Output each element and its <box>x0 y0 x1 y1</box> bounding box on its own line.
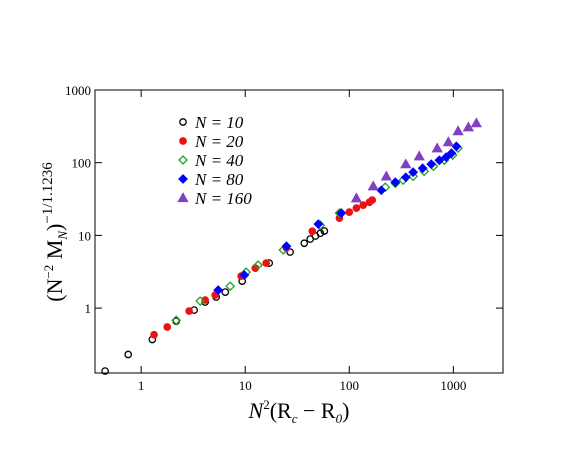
point <box>441 152 452 163</box>
point <box>320 227 329 235</box>
point <box>400 158 412 169</box>
x-axis-label-part: (R <box>270 398 292 423</box>
point <box>417 163 428 174</box>
point <box>408 167 419 178</box>
point <box>400 172 411 183</box>
point <box>350 192 362 203</box>
point <box>380 170 392 181</box>
x-tick-label: 1 <box>138 378 145 393</box>
point <box>313 219 324 230</box>
x-tick-label: 1000 <box>440 378 466 393</box>
legend-marker <box>179 118 187 126</box>
point <box>101 367 109 375</box>
point <box>308 227 317 236</box>
point <box>431 142 443 153</box>
x-axis-label-part: ) <box>342 398 349 423</box>
y-axis-label-part: −2 <box>41 265 56 279</box>
x-axis-label: N2(Rc − R0) <box>248 397 350 426</box>
point <box>239 270 250 281</box>
y-axis-label-part: ) <box>42 224 67 231</box>
point <box>185 307 193 315</box>
x-axis-label-part: − R <box>298 398 336 423</box>
point <box>163 323 172 331</box>
point <box>368 196 377 204</box>
point <box>390 177 401 188</box>
point <box>376 185 387 196</box>
point <box>221 288 230 296</box>
legend-label: N = 40 <box>194 151 244 170</box>
x-axis-label-part: 0 <box>336 411 343 426</box>
x-axis-label-part: c <box>292 411 298 426</box>
point <box>470 117 483 128</box>
point <box>446 148 457 159</box>
y-tick-label: 1000 <box>65 83 91 98</box>
point <box>262 259 271 267</box>
y-axis-label-part: −1/1.1236 <box>40 162 56 224</box>
x-tick-label: 100 <box>340 378 360 393</box>
point <box>380 182 391 193</box>
point <box>352 204 361 213</box>
point <box>225 281 236 292</box>
y-tick-label: 100 <box>72 156 92 171</box>
point <box>253 260 264 271</box>
y-tick-label: 10 <box>78 228 91 243</box>
point <box>408 171 419 182</box>
point <box>345 208 354 216</box>
point <box>367 180 379 191</box>
legend-label: N = 160 <box>194 189 252 208</box>
legend-label: N = 80 <box>194 170 244 189</box>
x-tick-label: 10 <box>239 378 252 393</box>
legend-marker <box>179 137 187 145</box>
y-axis-label-part: (N <box>42 278 67 301</box>
y-axis-label-part: M <box>42 240 67 265</box>
point <box>124 350 133 359</box>
point <box>300 239 309 248</box>
point <box>462 121 475 132</box>
plot-frame <box>94 89 504 374</box>
point <box>434 155 445 166</box>
legend-label: N = 10 <box>194 113 244 132</box>
legend-marker <box>178 155 188 165</box>
x-axis-label-part: 2 <box>263 397 270 412</box>
point <box>281 241 292 252</box>
point <box>413 150 425 161</box>
point <box>150 330 158 339</box>
point <box>213 285 224 295</box>
legend-marker <box>177 192 189 203</box>
legend-marker <box>178 174 188 184</box>
point <box>359 201 368 209</box>
y-axis-label: (N−2 MN)−1/1.1236 <box>40 162 70 302</box>
point <box>171 315 182 326</box>
x-axis-label-part: N <box>248 398 265 423</box>
point <box>452 125 464 136</box>
legend-label: N = 20 <box>194 132 244 151</box>
y-axis-label-part: N <box>55 230 70 241</box>
point <box>451 141 462 152</box>
point <box>442 136 454 147</box>
y-tick-label: 1 <box>85 301 92 316</box>
point <box>195 296 206 306</box>
point <box>426 159 437 170</box>
point <box>336 208 347 218</box>
